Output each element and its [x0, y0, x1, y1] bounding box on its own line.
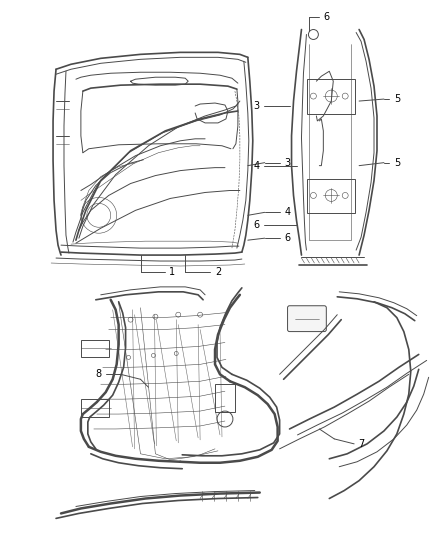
Text: 5: 5 [394, 158, 400, 168]
FancyBboxPatch shape [215, 384, 235, 412]
Text: 7: 7 [358, 439, 364, 449]
Text: 6: 6 [323, 12, 329, 22]
Text: 6: 6 [254, 220, 260, 230]
FancyBboxPatch shape [81, 340, 109, 358]
Text: 1: 1 [169, 267, 175, 277]
FancyBboxPatch shape [307, 179, 355, 213]
Text: 2: 2 [215, 267, 221, 277]
Text: 5: 5 [394, 94, 400, 104]
Text: 3: 3 [285, 158, 291, 168]
FancyBboxPatch shape [288, 306, 326, 332]
FancyBboxPatch shape [307, 79, 355, 114]
Text: 6: 6 [285, 233, 291, 243]
Text: 8: 8 [96, 369, 102, 379]
Text: 4: 4 [254, 160, 260, 171]
Text: 4: 4 [285, 207, 291, 217]
Text: 3: 3 [254, 101, 260, 111]
FancyBboxPatch shape [81, 399, 109, 417]
